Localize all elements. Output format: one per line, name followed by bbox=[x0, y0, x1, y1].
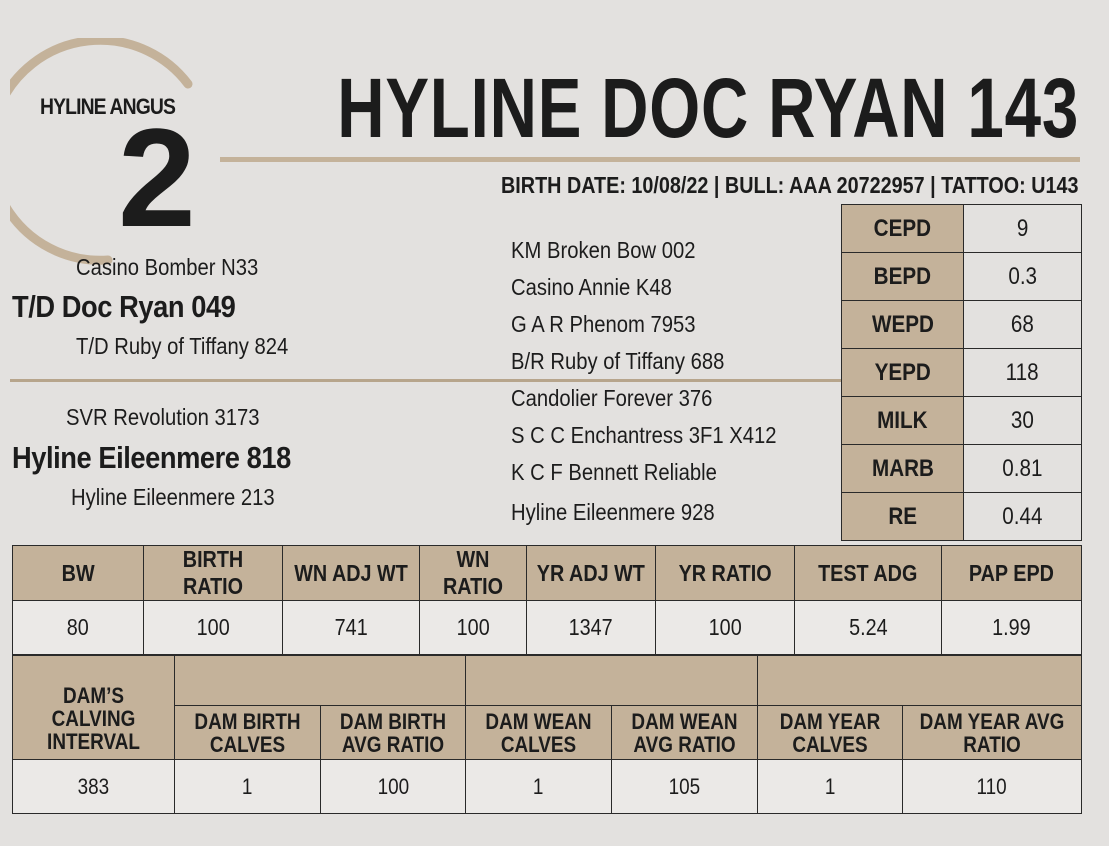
epd-value: 0.81 bbox=[963, 444, 1082, 493]
epd-label: MARB bbox=[841, 444, 964, 493]
dam-value: 100 bbox=[320, 759, 466, 814]
dam-header: DAM YEAR AVG RATIO bbox=[902, 705, 1082, 760]
epd-row: MARB 0.81 bbox=[841, 444, 1082, 493]
epd-table: CEPD 9 BEPD 0.3 WEPD 68 YEPD 118 MILK 30 MARB… bbox=[841, 204, 1082, 541]
perf-value: 100 bbox=[419, 600, 527, 655]
dam-value: 110 bbox=[902, 759, 1082, 814]
epd-value: 118 bbox=[963, 348, 1082, 397]
perf-header: BW bbox=[12, 545, 144, 601]
epd-value: 9 bbox=[963, 204, 1082, 253]
outer-ancestor-4: B/R Ruby of Tiffany 688 bbox=[511, 348, 725, 374]
perf-header: BIRTH RATIO bbox=[143, 545, 283, 601]
perf-header: YR ADJ WT bbox=[526, 545, 656, 601]
dam-value: 1 bbox=[174, 759, 321, 814]
epd-row: YEPD 118 bbox=[841, 348, 1082, 397]
dam-header: DAM WEAN AVG RATIO bbox=[611, 705, 758, 760]
epd-label: CEPD bbox=[841, 204, 964, 253]
sire: T/D Doc Ryan 049 bbox=[12, 289, 236, 324]
epd-row: BEPD 0.3 bbox=[841, 252, 1082, 301]
dam-sire: SVR Revolution 3173 bbox=[66, 404, 260, 430]
perf-value: 80 bbox=[12, 600, 144, 655]
performance-value-row: 80 100 741 100 1347 100 5.24 1.99 bbox=[12, 600, 1082, 655]
lot-badge-arc bbox=[10, 38, 193, 265]
animal-name: HYLINE DOC RYAN 143 bbox=[337, 61, 1079, 155]
epd-value: 68 bbox=[963, 300, 1082, 349]
epd-row: MILK 30 bbox=[841, 396, 1082, 445]
dam-calving-interval-header: DAM’S CALVING INTERVAL bbox=[12, 655, 175, 760]
perf-header: TEST ADG bbox=[794, 545, 942, 601]
performance-table: BW BIRTH RATIO WN ADJ WT WN RATIO YR ADJ… bbox=[12, 545, 1082, 655]
dam-value-row: 383 1 100 1 105 1 110 bbox=[12, 759, 1082, 814]
lot-number: 2 bbox=[118, 99, 196, 256]
dam-header-row: DAM BIRTH CALVES DAM BIRTH AVG RATIO DAM… bbox=[13, 705, 1082, 760]
outer-ancestor-5: Candolier Forever 376 bbox=[511, 385, 713, 411]
perf-header: PAP EPD bbox=[941, 545, 1082, 601]
epd-label: RE bbox=[841, 492, 964, 541]
epd-row: CEPD 9 bbox=[841, 204, 1082, 253]
dam-value: 1 bbox=[757, 759, 903, 814]
outer-ancestor-2: Casino Annie K48 bbox=[511, 274, 672, 300]
epd-label: WEPD bbox=[841, 300, 964, 349]
dam-value: 383 bbox=[12, 759, 175, 814]
dam-dam: Hyline Eileenmere 213 bbox=[71, 484, 275, 510]
epd-value: 0.3 bbox=[963, 252, 1082, 301]
perf-value: 1.99 bbox=[941, 600, 1082, 655]
epd-label: YEPD bbox=[841, 348, 964, 397]
dam-wean-group bbox=[465, 655, 758, 706]
dam-header: DAM WEAN CALVES bbox=[465, 705, 612, 760]
perf-value: 100 bbox=[143, 600, 283, 655]
outer-ancestor-6: S C C Enchantress 3F1 X412 bbox=[511, 422, 777, 448]
brand-name: HYLINE ANGUS bbox=[40, 94, 176, 119]
pedigree-divider bbox=[10, 379, 842, 382]
epd-row: WEPD 68 bbox=[841, 300, 1082, 349]
dam-year-group bbox=[757, 655, 1082, 706]
perf-value: 5.24 bbox=[794, 600, 942, 655]
dam-header: DAM BIRTH CALVES bbox=[174, 705, 321, 760]
perf-value: 741 bbox=[282, 600, 420, 655]
perf-header: WN RATIO bbox=[419, 545, 527, 601]
epd-value: 30 bbox=[963, 396, 1082, 445]
perf-header: WN ADJ WT bbox=[282, 545, 420, 601]
outer-ancestor-1: KM Broken Bow 002 bbox=[511, 237, 696, 263]
sire-dam: T/D Ruby of Tiffany 824 bbox=[76, 333, 289, 359]
epd-label: BEPD bbox=[841, 252, 964, 301]
dam-record-table: DAM’S CALVING INTERVAL DAM BIRTH CALVES … bbox=[12, 655, 1082, 814]
epd-row: RE 0.44 bbox=[841, 492, 1082, 541]
performance-header-row: BW BIRTH RATIO WN ADJ WT WN RATIO YR ADJ… bbox=[12, 545, 1082, 601]
dam-birth-group bbox=[174, 655, 466, 706]
registration-line: BIRTH DATE: 10/08/22 | BULL: AAA 2072295… bbox=[501, 172, 1079, 198]
outer-ancestor-3: G A R Phenom 7953 bbox=[511, 311, 696, 337]
outer-ancestor-8: Hyline Eileenmere 928 bbox=[511, 499, 715, 525]
dam-group-row: DAM’S CALVING INTERVAL bbox=[12, 655, 1082, 760]
perf-value: 1347 bbox=[526, 600, 656, 655]
dam-value: 1 bbox=[465, 759, 612, 814]
sire-sire: Casino Bomber N33 bbox=[76, 254, 259, 280]
dam: Hyline Eileenmere 818 bbox=[12, 440, 291, 475]
perf-header: YR RATIO bbox=[655, 545, 795, 601]
epd-value: 0.44 bbox=[963, 492, 1082, 541]
epd-label: MILK bbox=[841, 396, 964, 445]
dam-value: 105 bbox=[611, 759, 758, 814]
outer-ancestor-7: K C F Bennett Reliable bbox=[511, 459, 717, 485]
dam-header: DAM YEAR CALVES bbox=[757, 705, 903, 760]
title-divider bbox=[220, 157, 1080, 162]
dam-header: DAM BIRTH AVG RATIO bbox=[320, 705, 466, 760]
perf-value: 100 bbox=[655, 600, 795, 655]
